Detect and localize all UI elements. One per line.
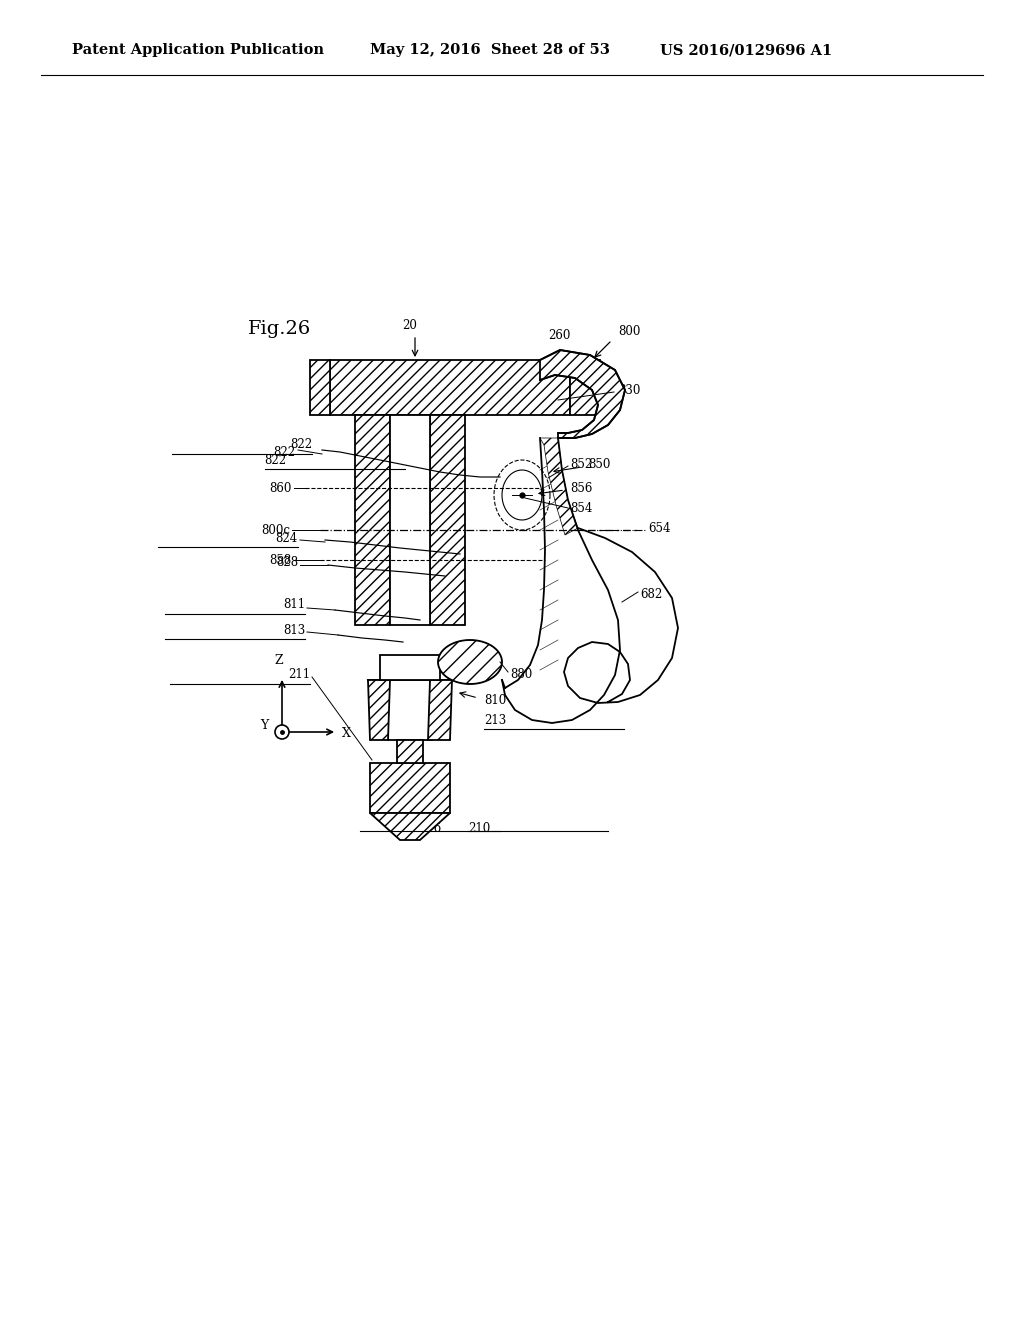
Polygon shape — [310, 360, 330, 414]
Text: 830: 830 — [618, 384, 640, 396]
Text: 858: 858 — [269, 553, 292, 566]
Polygon shape — [540, 438, 578, 535]
Polygon shape — [430, 414, 465, 624]
Text: 818: 818 — [375, 774, 397, 787]
Text: Patent Application Publication: Patent Application Publication — [72, 44, 324, 57]
Text: 860: 860 — [269, 482, 292, 495]
Text: 210: 210 — [468, 822, 490, 836]
Text: Y: Y — [260, 719, 268, 733]
Polygon shape — [390, 414, 430, 624]
Polygon shape — [368, 680, 452, 741]
Polygon shape — [370, 813, 450, 840]
Text: Z: Z — [274, 653, 283, 667]
Text: 260: 260 — [548, 329, 570, 342]
Text: 856: 856 — [570, 482, 592, 495]
Text: May 12, 2016  Sheet 28 of 53: May 12, 2016 Sheet 28 of 53 — [370, 44, 610, 57]
Text: 654: 654 — [648, 521, 671, 535]
Polygon shape — [370, 763, 450, 813]
Text: 211: 211 — [288, 668, 310, 681]
Polygon shape — [570, 360, 600, 414]
Text: 822: 822 — [264, 454, 287, 466]
Text: 822: 822 — [272, 446, 295, 458]
Polygon shape — [380, 655, 440, 680]
Text: 811: 811 — [283, 598, 305, 611]
Text: 800c: 800c — [261, 524, 290, 536]
Text: 800: 800 — [618, 325, 640, 338]
Text: 822: 822 — [290, 438, 312, 451]
Text: Fig.26: Fig.26 — [248, 319, 311, 338]
Text: 810: 810 — [484, 693, 506, 706]
Text: US 2016/0129696 A1: US 2016/0129696 A1 — [660, 44, 833, 57]
Text: 824: 824 — [275, 532, 298, 544]
Polygon shape — [438, 640, 502, 684]
Polygon shape — [368, 680, 390, 741]
Text: 213: 213 — [484, 714, 506, 726]
Text: 682: 682 — [640, 589, 663, 602]
Polygon shape — [540, 350, 625, 438]
Text: 813: 813 — [283, 623, 305, 636]
Text: 20: 20 — [402, 319, 418, 333]
Polygon shape — [355, 414, 390, 624]
Text: 880: 880 — [510, 668, 532, 681]
Polygon shape — [428, 680, 452, 741]
Polygon shape — [397, 741, 423, 763]
Text: 852: 852 — [570, 458, 592, 471]
Polygon shape — [330, 360, 570, 414]
Text: 854: 854 — [570, 502, 592, 515]
Text: X: X — [342, 727, 351, 741]
Circle shape — [275, 725, 289, 739]
Text: 850: 850 — [588, 458, 610, 471]
Text: 216: 216 — [419, 822, 441, 836]
Text: 828: 828 — [275, 557, 298, 569]
